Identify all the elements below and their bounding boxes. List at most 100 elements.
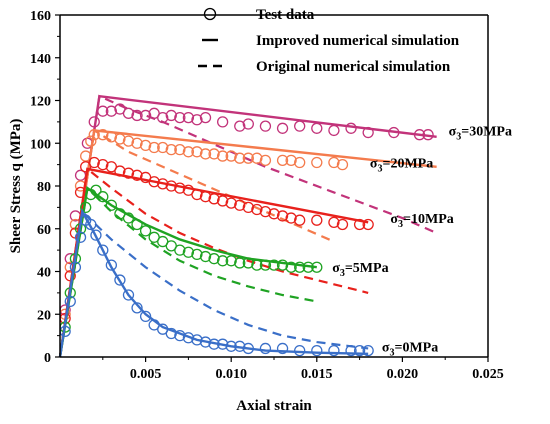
y-tick-label-3: 60 — [37, 223, 51, 238]
anno-subscript: 3 — [456, 131, 461, 142]
test-point-4-19 — [199, 336, 212, 348]
y-tick-label-1: 20 — [37, 308, 51, 323]
test-point-1-9 — [114, 133, 126, 145]
test-point-3-8 — [105, 199, 118, 211]
anno-subscript: 3 — [340, 268, 345, 279]
test-point-1-12 — [139, 139, 152, 152]
y-tick-label-5: 100 — [30, 137, 51, 152]
test-point-2-19 — [208, 193, 220, 205]
anno-value: =5MPa — [345, 261, 389, 276]
test-point-0-9 — [122, 107, 135, 119]
test-point-4-10 — [122, 289, 135, 301]
test-point-3-6 — [90, 184, 102, 196]
test-point-2-31 — [328, 216, 340, 228]
original-curve-4 — [58, 209, 369, 358]
test-point-2-18 — [199, 191, 212, 203]
test-point-0-22 — [259, 120, 272, 132]
test-point-1-8 — [105, 131, 118, 143]
test-point-4-24 — [242, 342, 254, 355]
test-point-1-5 — [85, 135, 97, 147]
anno-sigma: σ — [382, 340, 390, 355]
test-point-1-18 — [191, 146, 203, 158]
test-point-4-12 — [139, 310, 152, 323]
test-point-1-22 — [225, 150, 237, 162]
improved-curve-4 — [58, 208, 369, 358]
test-point-1-19 — [199, 148, 212, 160]
test-point-2-17 — [191, 188, 203, 201]
test-point-4-8 — [105, 259, 118, 271]
test-point-0-6 — [97, 105, 109, 117]
test-point-0-24 — [294, 120, 306, 132]
test-point-1-10 — [122, 135, 135, 147]
x-axis-title: Axial strain — [236, 398, 312, 414]
test-point-3-30 — [294, 261, 306, 273]
test-point-3-24 — [242, 257, 254, 269]
test-point-0-25 — [311, 122, 323, 134]
test-point-2-6 — [97, 158, 109, 171]
test-point-0-23 — [276, 122, 289, 134]
test-point-1-16 — [174, 144, 186, 156]
test-point-1-6 — [88, 129, 100, 141]
anno-sigma: σ — [332, 261, 340, 276]
test-point-0-18 — [199, 111, 212, 124]
test-point-2-29 — [294, 214, 306, 226]
test-point-1-11 — [131, 137, 143, 149]
series-annotation-4: σ3=0MPa — [382, 340, 438, 358]
anno-value: =30MPa — [461, 124, 512, 139]
test-point-1-24 — [242, 152, 254, 164]
test-point-1-4 — [80, 150, 92, 162]
test-point-2-28 — [285, 212, 297, 224]
legend-label-1: Improved numerical simulation — [256, 33, 460, 49]
test-point-2-21 — [225, 197, 237, 209]
test-point-2-26 — [268, 208, 280, 220]
test-point-3-31 — [302, 261, 314, 273]
test-point-3-29 — [285, 261, 297, 273]
test-point-4-31 — [353, 344, 366, 357]
test-point-4-26 — [276, 342, 289, 355]
test-point-2-12 — [148, 176, 160, 188]
test-point-2-23 — [242, 201, 254, 214]
test-point-3-22 — [225, 255, 237, 267]
test-point-0-7 — [105, 105, 118, 117]
test-point-3-17 — [182, 246, 195, 258]
test-point-2-25 — [259, 205, 272, 218]
y-tick-label-0: 0 — [44, 351, 51, 366]
x-tick-label-3: 0.020 — [387, 367, 419, 382]
test-point-4-3 — [74, 231, 87, 243]
legend-label-2: Original numerical simulation — [256, 59, 451, 75]
test-point-2-1 — [64, 270, 76, 282]
test-point-3-11 — [131, 218, 143, 231]
test-point-2-13 — [157, 178, 169, 190]
test-point-3-7 — [97, 191, 109, 203]
test-point-0-10 — [131, 109, 143, 122]
legend-label-0: Test data — [256, 7, 315, 23]
test-point-1-23 — [234, 152, 246, 164]
test-point-2-14 — [165, 180, 177, 192]
test-point-4-28 — [311, 344, 323, 357]
y-tick-label-7: 140 — [30, 52, 51, 67]
test-point-3-19 — [199, 250, 212, 263]
test-point-1-20 — [208, 148, 220, 160]
axes-layer: 0.005 0.010 0.015 0.020 0.025 0 20 40 60 80 100 120… — [8, 9, 504, 414]
test-point-4-11 — [131, 302, 143, 314]
test-point-3-20 — [208, 253, 220, 265]
test-point-0-15 — [174, 111, 186, 124]
test-point-4-27 — [294, 344, 306, 357]
test-point-4-1 — [64, 295, 76, 308]
test-point-3-10 — [122, 212, 135, 224]
test-point-3-23 — [234, 257, 246, 269]
anno-subscript: 3 — [389, 347, 394, 358]
anno-sigma: σ — [390, 212, 398, 227]
test-point-2-27 — [276, 210, 289, 222]
y-axis-title: Sheer Stress q (MPa) — [8, 119, 24, 254]
test-point-1-26 — [259, 154, 272, 167]
test-point-0-20 — [234, 120, 246, 132]
test-point-4-2 — [69, 261, 82, 273]
test-point-1-32 — [336, 158, 349, 171]
test-point-4-6 — [90, 229, 102, 241]
y-tick-label-8: 160 — [30, 9, 51, 24]
test-point-1-21 — [216, 150, 229, 162]
test-point-4-32 — [362, 344, 374, 357]
x-tick-label-1: 0.010 — [215, 367, 247, 382]
test-point-4-16 — [174, 329, 186, 342]
